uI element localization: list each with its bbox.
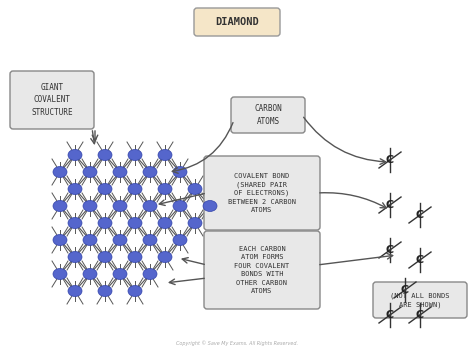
Ellipse shape: [98, 218, 112, 229]
Ellipse shape: [143, 166, 157, 178]
Ellipse shape: [173, 234, 187, 245]
FancyBboxPatch shape: [204, 231, 320, 309]
Ellipse shape: [143, 234, 157, 245]
Text: (NOT ALL BONDS
ARE SHOWN): (NOT ALL BONDS ARE SHOWN): [390, 292, 450, 308]
Ellipse shape: [68, 150, 82, 160]
Text: DIAMOND: DIAMOND: [215, 17, 259, 27]
Ellipse shape: [158, 218, 172, 229]
Ellipse shape: [98, 184, 112, 194]
Text: COVALENT BOND
(SHARED PAIR
OF ELECTRONS)
BETWEEN 2 CARBON
ATOMS: COVALENT BOND (SHARED PAIR OF ELECTRONS)…: [228, 172, 296, 213]
Ellipse shape: [128, 150, 142, 160]
Ellipse shape: [128, 285, 142, 297]
Ellipse shape: [68, 218, 82, 229]
Text: C: C: [386, 310, 394, 320]
Text: Copyright © Save My Exams. All Rights Reserved.: Copyright © Save My Exams. All Rights Re…: [176, 340, 298, 346]
Ellipse shape: [113, 200, 127, 212]
Text: C: C: [416, 310, 424, 320]
Ellipse shape: [173, 200, 187, 212]
FancyBboxPatch shape: [204, 156, 320, 230]
FancyBboxPatch shape: [231, 97, 305, 133]
Ellipse shape: [83, 200, 97, 212]
Ellipse shape: [188, 184, 202, 194]
Ellipse shape: [83, 234, 97, 245]
Ellipse shape: [83, 166, 97, 178]
Text: GIANT
COVALENT
STRUCTURE: GIANT COVALENT STRUCTURE: [31, 83, 73, 117]
Ellipse shape: [188, 218, 202, 229]
Ellipse shape: [173, 166, 187, 178]
Ellipse shape: [128, 218, 142, 229]
Ellipse shape: [68, 184, 82, 194]
FancyBboxPatch shape: [373, 282, 467, 318]
Text: CARBON
ATOMS: CARBON ATOMS: [254, 104, 282, 126]
Ellipse shape: [98, 285, 112, 297]
Ellipse shape: [143, 200, 157, 212]
Text: C: C: [416, 210, 424, 220]
Ellipse shape: [113, 269, 127, 279]
Ellipse shape: [68, 285, 82, 297]
Ellipse shape: [128, 184, 142, 194]
FancyBboxPatch shape: [194, 8, 280, 36]
Text: C: C: [386, 155, 394, 165]
Text: C: C: [401, 285, 409, 295]
Ellipse shape: [128, 252, 142, 263]
Ellipse shape: [113, 234, 127, 245]
Text: C: C: [386, 245, 394, 255]
Text: C: C: [416, 255, 424, 265]
Ellipse shape: [53, 200, 67, 212]
Ellipse shape: [113, 166, 127, 178]
FancyBboxPatch shape: [10, 71, 94, 129]
Ellipse shape: [68, 252, 82, 263]
Ellipse shape: [53, 166, 67, 178]
Ellipse shape: [98, 252, 112, 263]
Ellipse shape: [83, 269, 97, 279]
Ellipse shape: [158, 252, 172, 263]
Ellipse shape: [158, 150, 172, 160]
Text: C: C: [386, 200, 394, 210]
Ellipse shape: [203, 200, 217, 212]
Ellipse shape: [53, 269, 67, 279]
Ellipse shape: [53, 234, 67, 245]
Ellipse shape: [158, 184, 172, 194]
Ellipse shape: [143, 269, 157, 279]
Ellipse shape: [98, 150, 112, 160]
Text: EACH CARBON
ATOM FORMS
FOUR COVALENT
BONDS WITH
OTHER CARBON
ATOMS: EACH CARBON ATOM FORMS FOUR COVALENT BON…: [234, 246, 290, 294]
